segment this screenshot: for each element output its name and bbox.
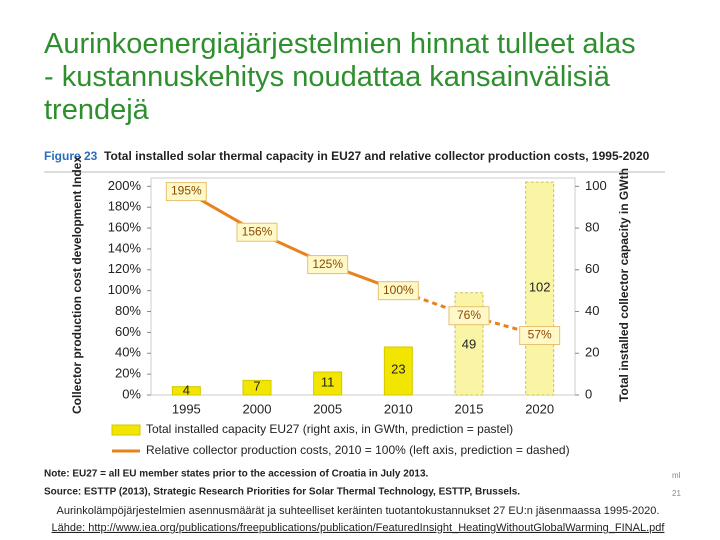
margin-note: 21 xyxy=(672,489,681,498)
bar-value-label: 49 xyxy=(462,336,476,351)
line-value-label: 76% xyxy=(457,308,481,322)
caption: Aurinkolämpöjärjestelmien asennusmäärät … xyxy=(57,505,660,517)
x-tick-label: 2015 xyxy=(455,401,484,416)
y-tick-label: 20% xyxy=(115,366,141,381)
margin-note: ml xyxy=(672,471,681,480)
y-tick-label: 100% xyxy=(108,282,142,297)
bar xyxy=(383,346,413,396)
source: Lähde: http://www.iea.org/publications/f… xyxy=(52,522,666,534)
y-tick-label: 0% xyxy=(122,386,141,401)
x-tick-label: 2005 xyxy=(313,401,342,416)
y2-tick-label: 40 xyxy=(585,303,599,318)
plot-frame xyxy=(150,177,576,396)
value-label-box xyxy=(448,306,490,326)
y-tick-label: 120% xyxy=(108,261,142,276)
x-tick-label: 2000 xyxy=(243,401,272,416)
y-tick-label: 200% xyxy=(108,178,142,193)
note: Note: EU27 = all EU member states prior … xyxy=(44,469,429,480)
figure-number: Figure 23 xyxy=(44,149,98,163)
bar xyxy=(242,379,272,396)
value-label-box xyxy=(377,281,419,301)
value-label-box xyxy=(165,182,207,202)
y2-tick-label: 0 xyxy=(585,386,592,401)
line-value-label: 195% xyxy=(171,184,202,198)
bar-value-label: 23 xyxy=(391,361,405,376)
bar xyxy=(313,371,343,396)
note: Source: ESTTP (2013), Strategic Research… xyxy=(44,487,520,498)
x-tick-label: 1995 xyxy=(172,401,201,416)
bar-value-label: 11 xyxy=(321,374,335,389)
line-value-label: 156% xyxy=(242,224,273,238)
x-tick-label: 2020 xyxy=(525,401,554,416)
y-tick-label: 40% xyxy=(115,345,141,360)
bar-value-label: 102 xyxy=(529,279,551,294)
y2-tick-label: 60 xyxy=(585,261,599,276)
slide-title: Aurinkoenergiajärjestelmien hinnat tulle… xyxy=(44,28,636,126)
y-tick-label: 160% xyxy=(108,220,142,235)
y-tick-label: 60% xyxy=(115,324,141,339)
y-axis-title: Collector production cost development In… xyxy=(70,156,84,414)
y2-tick-label: 80 xyxy=(585,220,599,235)
value-label-box xyxy=(236,222,278,242)
chart-title: Total installed solar thermal capacity i… xyxy=(104,149,650,163)
bar-value-label: 4 xyxy=(183,382,190,397)
y2-tick-label: 20 xyxy=(585,345,599,360)
bar xyxy=(171,386,201,396)
legend-label: Relative collector production costs, 201… xyxy=(146,443,570,457)
line-value-label: 100% xyxy=(383,283,414,297)
bar xyxy=(525,181,555,396)
y-tick-label: 140% xyxy=(108,240,142,255)
line-value-label: 125% xyxy=(312,257,343,271)
legend-label: Total installed capacity EU27 (right axi… xyxy=(146,422,513,436)
y-tick-label: 80% xyxy=(115,303,141,318)
value-label-box xyxy=(307,255,349,275)
y-tick-label: 180% xyxy=(108,199,142,214)
x-tick-label: 2010 xyxy=(384,401,413,416)
legend-swatch xyxy=(111,424,141,436)
value-label-box xyxy=(519,326,561,346)
y2-axis-title: Total installed collector capacity in GW… xyxy=(617,168,631,402)
line-value-label: 57% xyxy=(528,328,552,342)
y2-tick-label: 100 xyxy=(585,178,607,193)
bar-value-label: 7 xyxy=(253,378,260,393)
